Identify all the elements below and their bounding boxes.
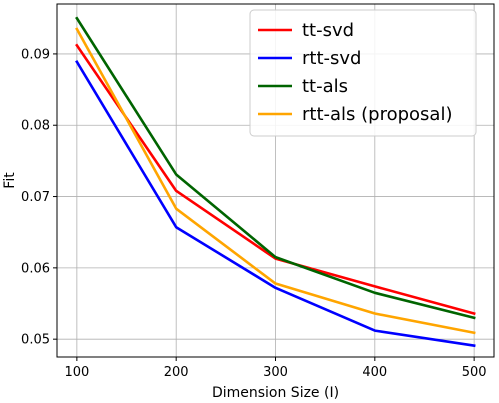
legend-label: tt-als <box>302 76 348 97</box>
legend-box <box>249 9 477 137</box>
x-axis-label: Dimension Size (I) <box>212 385 339 401</box>
series-line-rtt-als-proposal- <box>75 27 476 335</box>
series-line-rtt-svd <box>75 59 476 348</box>
y-tick-label: 0.06 <box>21 261 50 276</box>
series-line-tt-als <box>75 16 476 320</box>
legend-label: rtt-svd <box>302 48 361 69</box>
x-axis: 100 200 300 400 500 <box>64 357 487 380</box>
y-tick-label: 0.08 <box>21 119 50 134</box>
x-tick-label: 500 <box>462 365 487 380</box>
y-tick-label: 0.05 <box>21 333 50 348</box>
x-tick-label: 100 <box>64 365 89 380</box>
x-tick-label: 400 <box>362 365 387 380</box>
series-line-tt-svd <box>75 43 476 316</box>
x-tick-label: 200 <box>164 365 189 380</box>
y-tick-label: 0.07 <box>21 190 50 205</box>
legend-label: tt-svd <box>302 20 354 41</box>
y-axis-label: Fit <box>2 172 18 189</box>
legend-label: rtt-als (proposal) <box>302 104 452 125</box>
y-axis: 0.05 0.06 0.07 0.08 0.09 <box>21 47 57 348</box>
series-lines <box>75 16 476 348</box>
y-tick-label: 0.09 <box>21 47 50 62</box>
x-tick-label: 300 <box>263 365 288 380</box>
legend: tt-svd rtt-svd tt-als rtt-als (proposal) <box>249 9 477 137</box>
